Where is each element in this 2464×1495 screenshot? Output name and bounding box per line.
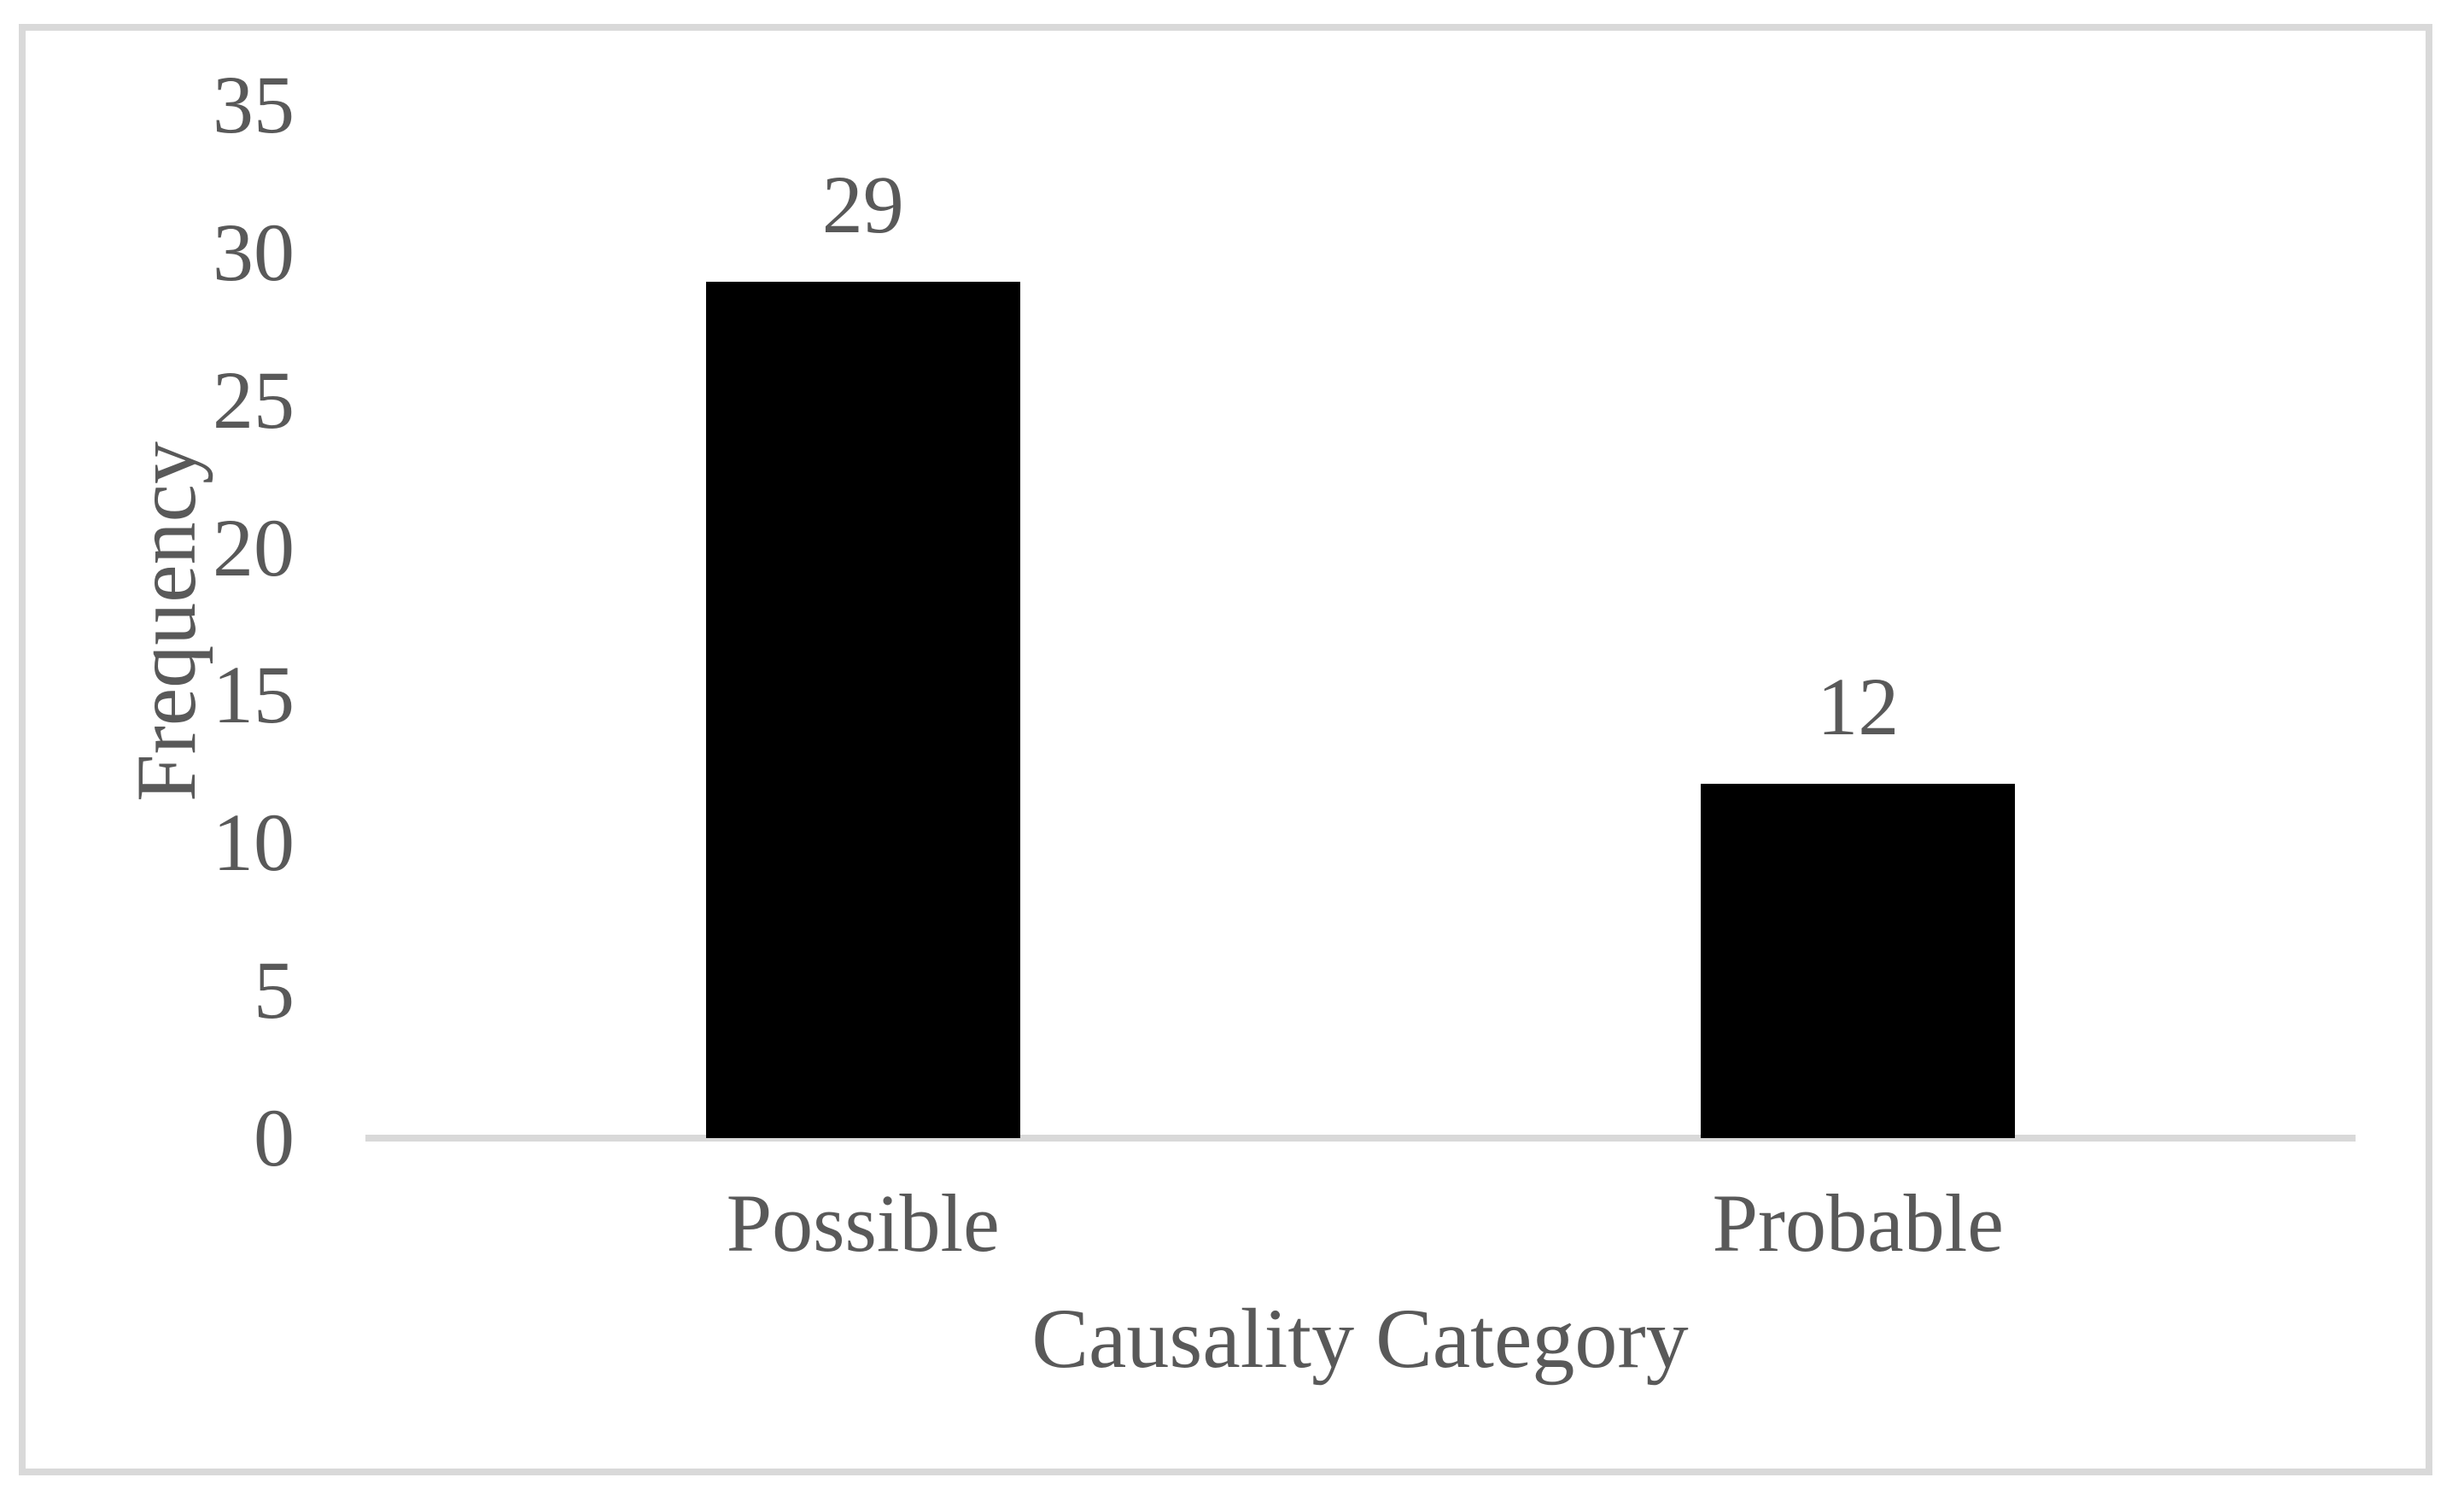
bar-value-label: 29 bbox=[821, 159, 904, 251]
chart-frame bbox=[19, 24, 2432, 1475]
bar-probable bbox=[1701, 784, 2016, 1138]
x-axis-title: Causality Category bbox=[1031, 1291, 1689, 1386]
x-category-label: Possible bbox=[726, 1177, 1000, 1269]
y-axis-tick-label: 30 bbox=[213, 206, 295, 298]
x-axis-line bbox=[365, 1135, 2356, 1142]
y-axis-tick-label: 20 bbox=[213, 501, 295, 593]
bar-possible bbox=[705, 282, 1020, 1138]
y-axis-tick-label: 0 bbox=[254, 1092, 295, 1183]
y-axis-tick-label: 10 bbox=[213, 797, 295, 889]
x-category-label: Probable bbox=[1712, 1177, 2004, 1269]
y-axis-tick-label: 15 bbox=[213, 649, 295, 741]
y-axis-tick-label: 25 bbox=[213, 353, 295, 446]
y-axis-tick-label: 35 bbox=[213, 59, 295, 150]
y-axis-title: Frequency bbox=[119, 441, 213, 803]
y-axis-tick-label: 5 bbox=[254, 944, 295, 1037]
bar-value-label: 12 bbox=[1817, 661, 1900, 753]
